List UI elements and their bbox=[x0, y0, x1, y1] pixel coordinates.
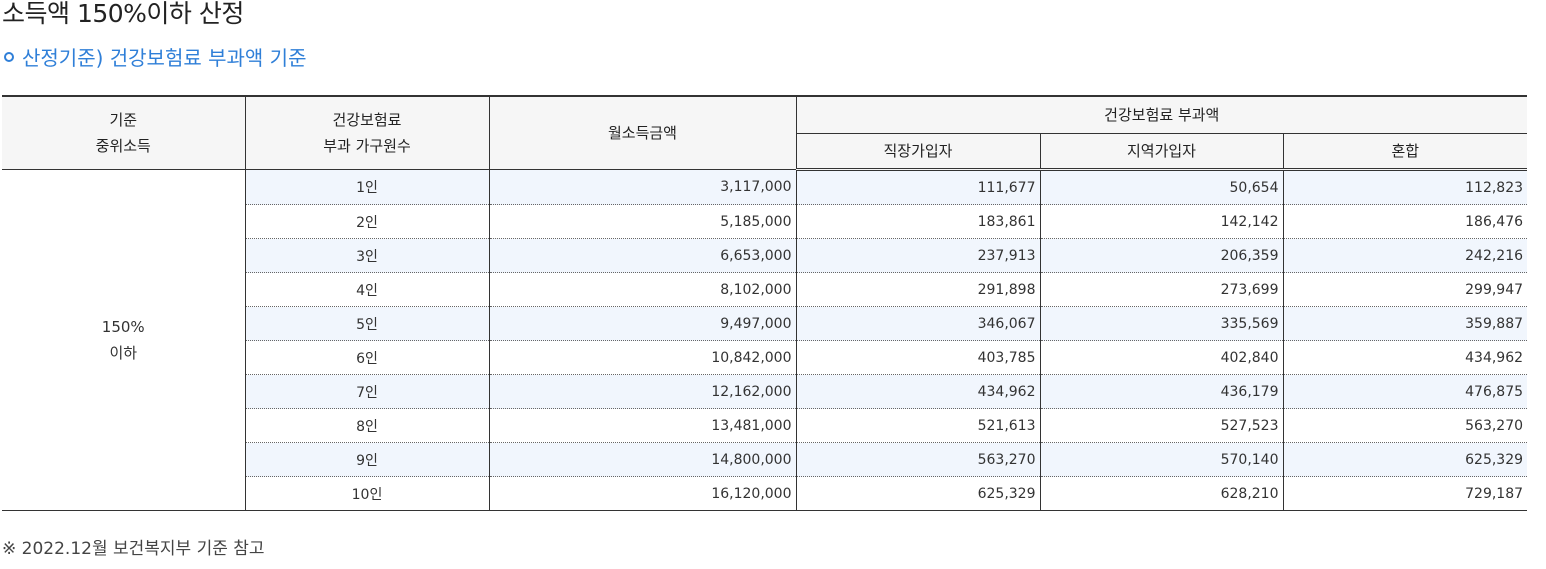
monthly-income-cell: 12,162,000 bbox=[489, 374, 797, 409]
regional-premium-cell: 628,210 bbox=[1040, 476, 1284, 511]
mixed-premium-cell: 434,962 bbox=[1283, 340, 1528, 375]
header-mixed: 혼합 bbox=[1283, 133, 1528, 171]
mixed-premium-cell: 112,823 bbox=[1283, 169, 1528, 205]
monthly-income-cell: 6,653,000 bbox=[489, 238, 797, 273]
header-median-income-line2: 중위소득 bbox=[95, 137, 151, 155]
monthly-income-cell: 10,842,000 bbox=[489, 340, 797, 375]
mixed-premium-cell: 359,887 bbox=[1283, 306, 1528, 341]
employee-premium-cell: 346,067 bbox=[796, 306, 1041, 341]
table-row: 9인 14,800,000 563,270 570,140 625,329 bbox=[2, 442, 1528, 477]
median-income-tier-line1: 150% bbox=[101, 318, 145, 336]
regional-premium-cell: 273,699 bbox=[1040, 272, 1284, 307]
income-criteria-table: 기준 중위소득 건강보험료 부과 가구원수 월소득금액 건강보험료 부과액 직장… bbox=[2, 95, 1528, 511]
header-monthly-income: 월소득금액 bbox=[489, 96, 797, 170]
header-median-income-line1: 기준 bbox=[109, 111, 138, 129]
footnote: ※ 2022.12월 보건복지부 기준 참고 bbox=[2, 539, 265, 559]
household-members-cell: 8인 bbox=[245, 408, 490, 443]
header-household-members-line2: 부과 가구원수 bbox=[323, 137, 411, 155]
monthly-income-cell: 8,102,000 bbox=[489, 272, 797, 307]
header-median-income: 기준 중위소득 bbox=[2, 96, 246, 170]
mixed-premium-cell: 186,476 bbox=[1283, 204, 1528, 239]
header-premium-group: 건강보험료 부과액 bbox=[796, 96, 1528, 134]
table-row: 150% 이하 1인 3,117,000 111,677 50,654 112,823 bbox=[2, 169, 1528, 511]
household-members-cell: 2인 bbox=[245, 204, 490, 239]
table-row: 8인 13,481,000 521,613 527,523 563,270 bbox=[2, 408, 1528, 443]
employee-premium-cell: 563,270 bbox=[796, 442, 1041, 477]
table-row: 4인 8,102,000 291,898 273,699 299,947 bbox=[2, 272, 1528, 307]
regional-premium-cell: 436,179 bbox=[1040, 374, 1284, 409]
regional-premium-cell: 402,840 bbox=[1040, 340, 1284, 375]
mixed-premium-cell: 563,270 bbox=[1283, 408, 1528, 443]
employee-premium-cell: 521,613 bbox=[796, 408, 1041, 443]
section-subtitle-text: 산정기준) 건강보험료 부과액 기준 bbox=[22, 46, 307, 70]
regional-premium-cell: 570,140 bbox=[1040, 442, 1284, 477]
header-household-members-line1: 건강보험료 bbox=[332, 111, 402, 129]
employee-premium-cell: 625,329 bbox=[796, 476, 1041, 511]
household-members-cell: 7인 bbox=[245, 374, 490, 409]
mixed-premium-cell: 242,216 bbox=[1283, 238, 1528, 273]
monthly-income-cell: 5,185,000 bbox=[489, 204, 797, 239]
regional-premium-cell: 206,359 bbox=[1040, 238, 1284, 273]
household-members-cell: 1인 bbox=[245, 169, 490, 205]
monthly-income-cell: 9,497,000 bbox=[489, 306, 797, 341]
table-row: 7인 12,162,000 434,962 436,179 476,875 bbox=[2, 374, 1528, 409]
monthly-income-cell: 16,120,000 bbox=[489, 476, 797, 511]
employee-premium-cell: 183,861 bbox=[796, 204, 1041, 239]
household-members-cell: 10인 bbox=[245, 476, 490, 511]
household-members-cell: 3인 bbox=[245, 238, 490, 273]
regional-premium-cell: 142,142 bbox=[1040, 204, 1284, 239]
regional-premium-cell: 50,654 bbox=[1040, 169, 1284, 205]
regional-premium-cell: 335,569 bbox=[1040, 306, 1284, 341]
header-regional-subscriber: 지역가입자 bbox=[1040, 133, 1284, 171]
table-body: 150% 이하 1인 3,117,000 111,677 50,654 112,823 2인 5… bbox=[2, 169, 1528, 511]
employee-premium-cell: 237,913 bbox=[796, 238, 1041, 273]
household-members-cell: 9인 bbox=[245, 442, 490, 477]
monthly-income-cell: 13,481,000 bbox=[489, 408, 797, 443]
employee-premium-cell: 403,785 bbox=[796, 340, 1041, 375]
table-row: 3인 6,653,000 237,913 206,359 242,216 bbox=[2, 238, 1528, 273]
section-subtitle: 산정기준) 건강보험료 부과액 기준 bbox=[2, 42, 306, 71]
table-row: 2인 5,185,000 183,861 142,142 186,476 bbox=[2, 204, 1528, 239]
mixed-premium-cell: 729,187 bbox=[1465, 485, 1524, 502]
employee-premium-cell: 291,898 bbox=[796, 272, 1041, 307]
median-income-tier-line2: 이하 bbox=[109, 344, 138, 362]
circle-bullet-icon bbox=[4, 51, 14, 62]
household-members-cell: 5인 bbox=[245, 306, 490, 341]
regional-premium-cell: 527,523 bbox=[1040, 408, 1284, 443]
monthly-income-cell: 3,117,000 bbox=[489, 169, 797, 205]
mixed-premium-cell: 299,947 bbox=[1283, 272, 1528, 307]
header-household-members: 건강보험료 부과 가구원수 bbox=[245, 96, 490, 170]
table-row: 10인 16,120,000 625,329 628,210 729,187 bbox=[2, 476, 1527, 511]
header-employee-subscriber: 직장가입자 bbox=[796, 133, 1041, 171]
page-title: 소득액 150%이하 산정 bbox=[2, 0, 244, 28]
mixed-premium-cell: 625,329 bbox=[1283, 442, 1528, 477]
household-members-cell: 4인 bbox=[245, 272, 490, 307]
employee-premium-cell: 111,677 bbox=[796, 169, 1041, 205]
household-members-cell: 6인 bbox=[245, 340, 490, 375]
table-row: 5인 9,497,000 346,067 335,569 359,887 bbox=[2, 306, 1528, 341]
median-income-tier-cell: 150% 이하 bbox=[2, 169, 246, 511]
mixed-premium-cell: 476,875 bbox=[1283, 374, 1528, 409]
table-row: 6인 10,842,000 403,785 402,840 434,962 bbox=[2, 340, 1528, 375]
employee-premium-cell: 434,962 bbox=[796, 374, 1041, 409]
monthly-income-cell: 14,800,000 bbox=[489, 442, 797, 477]
